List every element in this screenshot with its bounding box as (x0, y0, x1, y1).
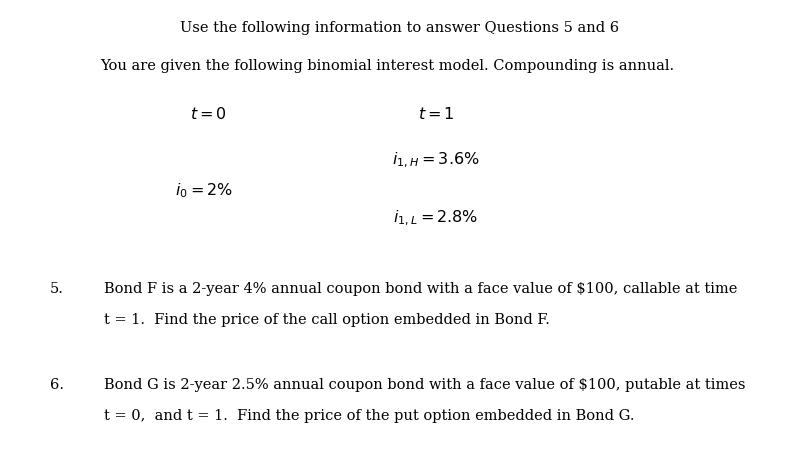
Text: t = 0,  and t = 1.  Find the price of the put option embedded in Bond G.: t = 0, and t = 1. Find the price of the … (104, 409, 634, 423)
Text: Bond F is a 2-year 4% annual coupon bond with a face value of $100, callable at : Bond F is a 2-year 4% annual coupon bond… (104, 282, 738, 296)
Text: Use the following information to answer Questions 5 and 6: Use the following information to answer … (181, 21, 619, 35)
Text: Bond G is 2-year 2.5% annual coupon bond with a face value of $100, putable at t: Bond G is 2-year 2.5% annual coupon bond… (104, 378, 746, 392)
Text: 6.: 6. (50, 378, 64, 392)
Text: $i_{1,H} = 3.6\%$: $i_{1,H} = 3.6\%$ (392, 150, 480, 170)
Text: $t = 0$: $t = 0$ (190, 106, 226, 123)
Text: You are given the following binomial interest model. Compounding is annual.: You are given the following binomial int… (100, 59, 674, 73)
Text: 5.: 5. (50, 282, 63, 296)
Text: $i_{0} = 2\%$: $i_{0} = 2\%$ (175, 181, 233, 200)
Text: $i_{1,L} = 2.8\%$: $i_{1,L} = 2.8\%$ (394, 209, 478, 228)
Text: t = 1.  Find the price of the call option embedded in Bond F.: t = 1. Find the price of the call option… (104, 313, 550, 327)
Text: $t = 1$: $t = 1$ (418, 106, 454, 123)
